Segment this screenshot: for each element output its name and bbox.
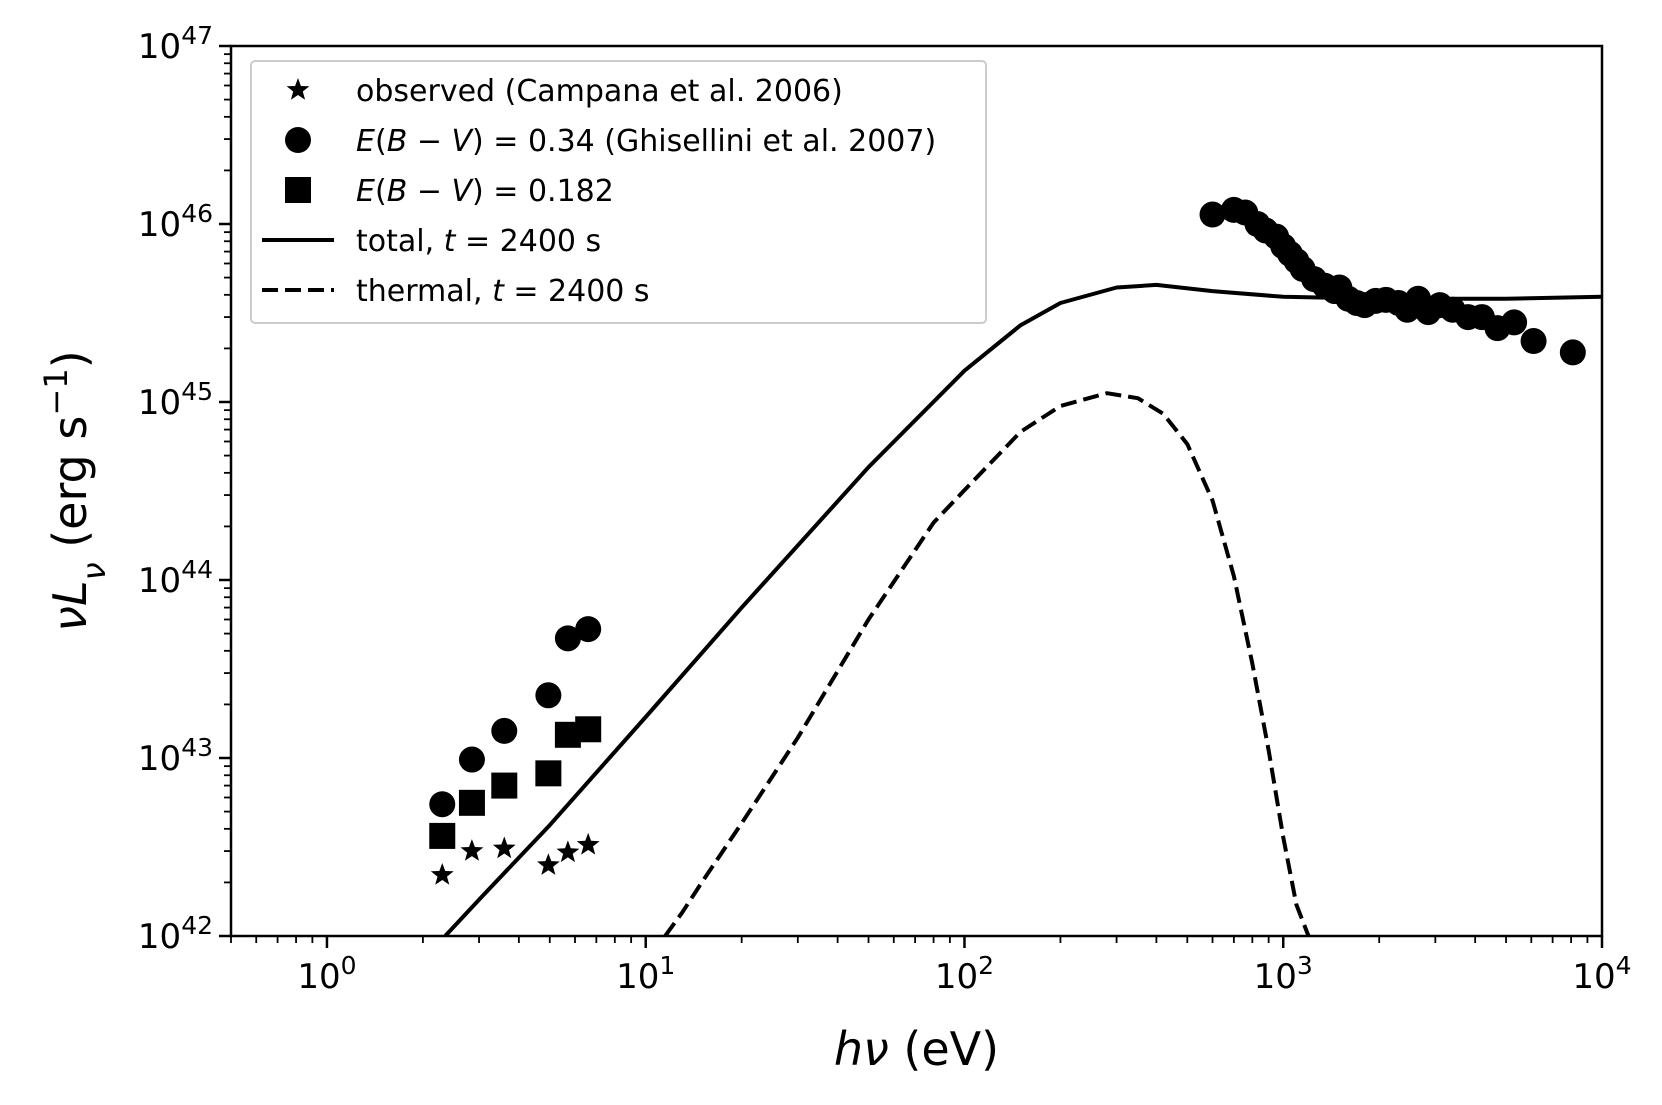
x-tick-exp: 1: [659, 951, 675, 980]
y-tick-base: 10: [138, 561, 181, 601]
x-tick-base: 10: [1254, 957, 1297, 997]
square-legend-marker: [285, 177, 311, 203]
circle-legend-marker: [285, 127, 311, 153]
legend-box: [250, 60, 987, 324]
circle-point-2: [491, 717, 518, 744]
circle-point-4: [554, 625, 581, 652]
y-tick-exp: 47: [181, 21, 213, 50]
x-tick-exp: 0: [341, 951, 357, 980]
y-tick-label: 1044: [138, 555, 213, 601]
y-tick-exp: 44: [181, 555, 213, 584]
x-tick-label: 102: [935, 951, 994, 997]
x-tick-base: 10: [616, 957, 659, 997]
x-tick-base: 10: [297, 957, 340, 997]
circle-point-6: [1199, 201, 1226, 228]
y-tick-base: 10: [138, 739, 181, 779]
star-point-2: [492, 836, 516, 859]
square-point-0: [429, 822, 456, 849]
square-point-2: [491, 772, 518, 799]
y-tick-label: 1046: [138, 199, 213, 245]
series-2: [429, 716, 602, 849]
series-4: [663, 391, 1311, 936]
square-point-1: [458, 789, 485, 816]
y-tick-exp: 43: [181, 733, 213, 762]
y-tick-base: 10: [138, 205, 181, 245]
star-point-4: [556, 840, 580, 863]
star-legend-marker: [286, 78, 310, 100]
y-tick-base: 10: [138, 383, 181, 423]
circle-point-5: [575, 616, 602, 643]
legend-label: thermal, t = 2400 s: [356, 274, 650, 309]
star-point-5: [576, 832, 600, 855]
series-3: [443, 282, 1602, 936]
y-tick-base: 10: [138, 917, 181, 957]
legend-label: E(B − V) = 0.34 (Ghisellini et al. 2007): [356, 124, 936, 159]
star-point-3: [537, 853, 560, 875]
star-point-0: [430, 863, 454, 885]
circle-point-3: [535, 682, 562, 709]
legend-entry-1: E(B − V) = 0.34 (Ghisellini et al. 2007): [285, 124, 936, 159]
star-point-1: [460, 839, 484, 861]
plot-area: [429, 196, 1602, 936]
x-axis-title: hν (eV): [834, 1022, 999, 1076]
total-model-line: [443, 282, 1602, 936]
circle-point-36: [1559, 339, 1586, 366]
circle-point-35: [1520, 328, 1547, 355]
circle-point-1: [458, 746, 485, 773]
legend-entry-2: E(B − V) = 0.182: [285, 174, 614, 209]
circle-point-0: [429, 791, 456, 818]
y-tick-exp: 45: [181, 377, 213, 406]
legend-label: total, t = 2400 s: [356, 224, 601, 259]
thermal-model-line: [663, 391, 1311, 936]
x-tick-label: 101: [616, 951, 675, 997]
square-point-5: [575, 716, 602, 743]
legend: observed (Campana et al. 2006) E(B − V) =…: [250, 60, 987, 324]
legend-entry-4: thermal, t = 2400 s: [262, 274, 650, 309]
x-tick-label: 100: [297, 951, 356, 997]
x-tick-base: 10: [1572, 957, 1615, 997]
series-0: [430, 832, 600, 885]
x-tick-label: 104: [1572, 951, 1631, 997]
x-tick-exp: 4: [1616, 951, 1632, 980]
x-tick-base: 10: [935, 957, 978, 997]
y-tick-exp: 46: [181, 199, 213, 228]
legend-label: observed (Campana et al. 2006): [356, 74, 843, 109]
plot-frame: [229, 44, 1604, 938]
y-axis-title: νLν (erg s−1): [37, 350, 113, 631]
y-tick-label: 1047: [138, 21, 213, 67]
x-tick-label: 103: [1254, 951, 1313, 997]
square-point-3: [535, 760, 562, 787]
legend-entry-0: observed (Campana et al. 2006): [286, 74, 843, 109]
y-tick-label: 1045: [138, 377, 213, 423]
y-tick-label: 1042: [138, 911, 213, 957]
y-tick-label: 1043: [138, 733, 213, 779]
circle-point-34: [1501, 309, 1528, 336]
x-tick-exp: 2: [978, 951, 994, 980]
y-tick-exp: 42: [181, 911, 213, 940]
axes: 100 101 102 103 104104210431044104510461047h…: [37, 21, 1632, 1076]
x-tick-exp: 3: [1297, 951, 1313, 980]
legend-entry-3: total, t = 2400 s: [262, 224, 601, 259]
y-tick-base: 10: [138, 27, 181, 67]
legend-label: E(B − V) = 0.182: [356, 174, 614, 209]
